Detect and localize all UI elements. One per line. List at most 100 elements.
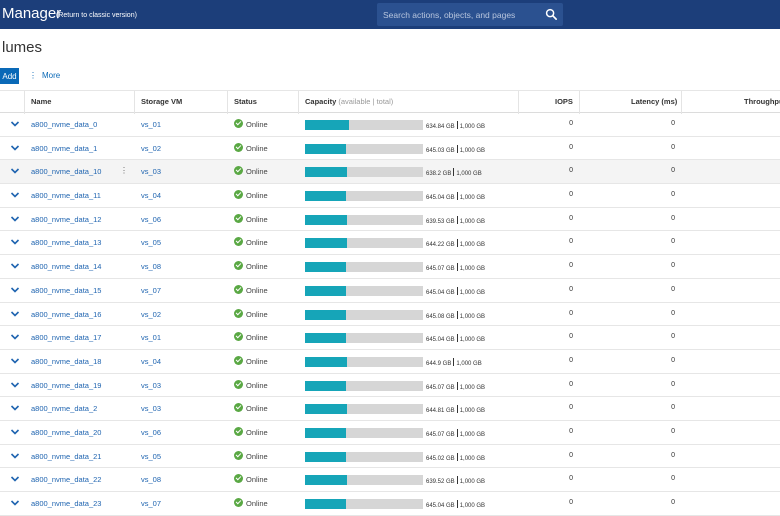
volume-name-link[interactable]: a800_nvme_data_19 xyxy=(31,380,102,390)
table-row[interactable]: a800_nvme_data_13 vs_05 Online 644.22 GB 1,0… xyxy=(0,231,780,256)
table-row[interactable]: a800_nvme_data_0 vs_01 Online 634.84 GB 1,00… xyxy=(0,113,780,137)
column-header-iops[interactable]: IOPS xyxy=(555,97,573,106)
capacity-title: Capacity xyxy=(305,97,337,106)
column-header-status[interactable]: Status xyxy=(234,97,257,106)
volume-name-link[interactable]: a800_nvme_data_14 xyxy=(31,262,102,272)
top-bar: Manager (Return to classic version) xyxy=(0,0,780,29)
table-row[interactable]: a800_nvme_data_1 vs_02 Online 645.03 GB 1,00… xyxy=(0,137,780,161)
chevron-down-icon[interactable] xyxy=(10,428,20,436)
capacity-available: 645.07 GB xyxy=(426,266,455,273)
storage-vm-link[interactable]: vs_04 xyxy=(141,191,162,201)
chevron-down-icon[interactable] xyxy=(10,452,20,460)
chevron-down-icon[interactable] xyxy=(10,238,20,246)
table-row[interactable]: a800_nvme_data_14 vs_08 Online 645.07 GB 1,0… xyxy=(0,255,780,279)
volume-name-link[interactable]: a800_nvme_data_22 xyxy=(31,475,102,485)
storage-vm-link[interactable]: vs_07 xyxy=(141,285,162,295)
table-row[interactable]: a800_nvme_data_20 vs_06 Online 645.07 GB 1,0… xyxy=(0,421,780,445)
row-actions-icon[interactable]: ⋮ xyxy=(120,166,128,176)
capacity-available: 645.08 GB xyxy=(426,313,455,320)
capacity-bar-fill xyxy=(305,262,347,273)
table-row[interactable]: a800_nvme_data_10 ⋮ vs_03 Online 638.2 GB 1,0… xyxy=(0,160,780,185)
iops-value: 0 xyxy=(569,285,573,293)
table-row[interactable]: a800_nvme_data_19 vs_03 Online 645.07 GB 1,0… xyxy=(0,374,780,398)
storage-vm-link[interactable]: vs_07 xyxy=(141,499,162,508)
table-row[interactable]: a800_nvme_data_17 vs_01 Online 645.04 GB 1,0… xyxy=(0,326,780,350)
volume-name-link[interactable]: a800_nvme_data_20 xyxy=(31,427,102,437)
capacity-total: 1,000 GB xyxy=(459,384,486,391)
storage-vm-link[interactable]: vs_03 xyxy=(141,167,162,177)
column-header-storage-vm[interactable]: Storage VM xyxy=(141,97,183,106)
storage-vm-link[interactable]: vs_08 xyxy=(141,475,162,485)
storage-vm-link[interactable]: vs_02 xyxy=(141,309,162,319)
chevron-down-icon[interactable] xyxy=(10,310,20,318)
storage-vm-link[interactable]: vs_05 xyxy=(141,451,162,461)
volume-name-link[interactable]: a800_nvme_data_15 xyxy=(31,285,102,295)
capacity-text: 645.04 GB 1,000 GB xyxy=(426,286,485,296)
chevron-down-icon[interactable] xyxy=(10,357,20,365)
column-header-throughput[interactable]: Throughput xyxy=(744,97,780,106)
column-header-latency[interactable]: Latency (ms) xyxy=(631,97,677,106)
volume-name-link[interactable]: a800_nvme_data_17 xyxy=(31,333,102,343)
storage-vm-link[interactable]: vs_06 xyxy=(141,427,162,437)
volume-name-link[interactable]: a800_nvme_data_2 xyxy=(31,404,98,414)
volume-name-link[interactable]: a800_nvme_data_18 xyxy=(31,356,102,366)
volume-name-link[interactable]: a800_nvme_data_0 xyxy=(31,120,98,129)
search-input[interactable] xyxy=(383,8,533,21)
status-cell: Online xyxy=(234,498,268,508)
status-text: Online xyxy=(246,404,268,414)
chevron-down-icon[interactable] xyxy=(10,262,20,270)
volume-name-link[interactable]: a800_nvme_data_23 xyxy=(31,499,102,508)
storage-vm-link[interactable]: vs_03 xyxy=(141,380,162,390)
capacity-text: 645.08 GB 1,000 GB xyxy=(426,310,485,320)
volume-name-link[interactable]: a800_nvme_data_16 xyxy=(31,309,102,319)
more-button[interactable]: ⋮ More xyxy=(29,71,60,80)
chevron-down-icon[interactable] xyxy=(10,167,20,175)
chevron-down-icon[interactable] xyxy=(10,144,20,152)
volume-name-link[interactable]: a800_nvme_data_1 xyxy=(31,143,98,153)
capacity-bar-fill xyxy=(305,499,347,509)
capacity-available: 645.04 GB xyxy=(426,195,455,202)
status-text: Online xyxy=(246,285,268,295)
chevron-down-icon[interactable] xyxy=(10,120,20,128)
chevron-down-icon[interactable] xyxy=(10,499,20,507)
add-button[interactable]: Add xyxy=(0,68,19,84)
search-icon[interactable] xyxy=(545,8,558,21)
chevron-down-icon[interactable] xyxy=(10,215,20,223)
chevron-down-icon[interactable] xyxy=(10,475,20,483)
capacity-available: 645.07 GB xyxy=(426,431,455,438)
chevron-down-icon[interactable] xyxy=(10,404,20,412)
volume-name-link[interactable]: a800_nvme_data_10 xyxy=(31,167,102,177)
table-row[interactable]: a800_nvme_data_16 vs_02 Online 645.08 GB 1,0… xyxy=(0,303,780,327)
chevron-down-icon[interactable] xyxy=(10,286,20,294)
storage-vm-link[interactable]: vs_04 xyxy=(141,356,162,366)
capacity-available: 645.04 GB xyxy=(426,503,455,509)
storage-vm-link[interactable]: vs_03 xyxy=(141,404,162,414)
return-to-classic-link[interactable]: (Return to classic version) xyxy=(56,12,137,19)
volume-name-link[interactable]: a800_nvme_data_13 xyxy=(31,238,102,248)
storage-vm-link[interactable]: vs_08 xyxy=(141,262,162,272)
chevron-down-icon[interactable] xyxy=(10,381,20,389)
table-row[interactable]: a800_nvme_data_11 vs_04 Online 645.04 GB 1,0… xyxy=(0,184,780,208)
capacity-text: 644.9 GB 1,000 GB xyxy=(426,357,482,367)
volume-name-link[interactable]: a800_nvme_data_11 xyxy=(31,191,101,201)
column-header-name[interactable]: Name xyxy=(31,97,52,106)
online-check-icon xyxy=(234,355,243,365)
table-row[interactable]: a800_nvme_data_22 vs_08 Online 639.52 GB 1,0… xyxy=(0,468,780,492)
chevron-down-icon[interactable] xyxy=(10,191,20,199)
table-row[interactable]: a800_nvme_data_12 vs_06 Online 639.53 GB 1,0… xyxy=(0,208,780,232)
chevron-down-icon[interactable] xyxy=(10,333,20,341)
column-header-capacity[interactable]: Capacity (available | total) xyxy=(305,97,393,106)
table-row[interactable]: a800_nvme_data_21 vs_05 Online 645.02 GB 1,0… xyxy=(0,445,780,469)
volume-name-link[interactable]: a800_nvme_data_12 xyxy=(31,214,102,224)
storage-vm-link[interactable]: vs_02 xyxy=(141,143,162,153)
storage-vm-link[interactable]: vs_01 xyxy=(141,333,162,343)
storage-vm-link[interactable]: vs_06 xyxy=(141,214,162,224)
table-row[interactable]: a800_nvme_data_2 vs_03 Online 644.81 GB 1,00… xyxy=(0,397,780,421)
storage-vm-link[interactable]: vs_01 xyxy=(141,120,162,129)
table-row[interactable]: a800_nvme_data_18 vs_04 Online 644.9 GB 1,00… xyxy=(0,350,780,374)
table-row[interactable]: a800_nvme_data_15 vs_07 Online 645.04 GB 1,0… xyxy=(0,279,780,303)
volume-name-link[interactable]: a800_nvme_data_21 xyxy=(31,451,102,461)
table-row[interactable]: a800_nvme_data_23 vs_07 Online 645.04 GB 1,0… xyxy=(0,492,780,516)
storage-vm-link[interactable]: vs_05 xyxy=(141,238,162,248)
latency-value: 0 xyxy=(671,167,675,175)
